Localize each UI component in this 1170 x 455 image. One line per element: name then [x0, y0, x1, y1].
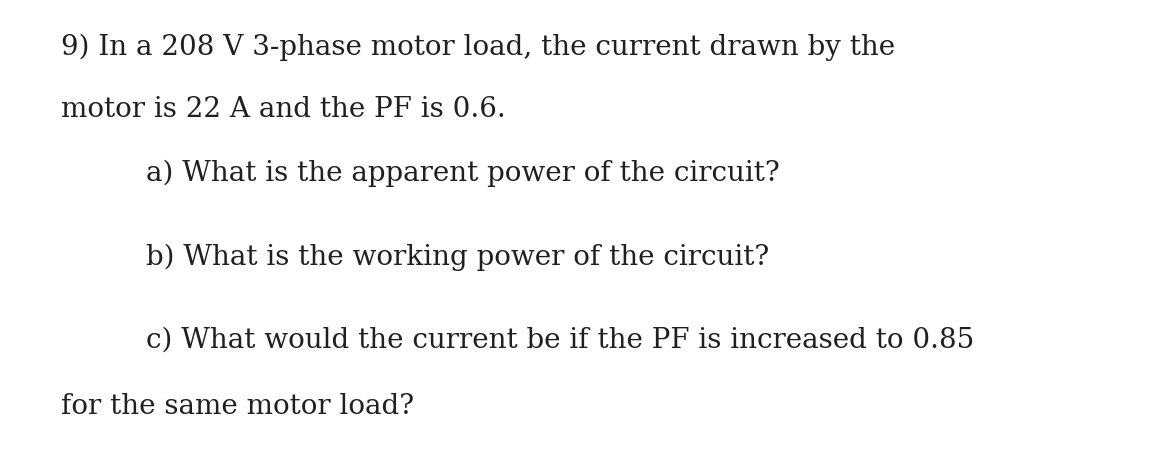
Text: 9) In a 208 V 3-phase motor load, the current drawn by the: 9) In a 208 V 3-phase motor load, the cu… [61, 34, 895, 61]
Text: a) What is the apparent power of the circuit?: a) What is the apparent power of the cir… [146, 160, 780, 187]
Text: b) What is the working power of the circuit?: b) What is the working power of the circ… [146, 243, 770, 271]
Text: motor is 22 A and the PF is 0.6.: motor is 22 A and the PF is 0.6. [61, 96, 505, 123]
Text: for the same motor load?: for the same motor load? [61, 393, 414, 420]
Text: c) What would the current be if the PF is increased to 0.85: c) What would the current be if the PF i… [146, 327, 975, 354]
